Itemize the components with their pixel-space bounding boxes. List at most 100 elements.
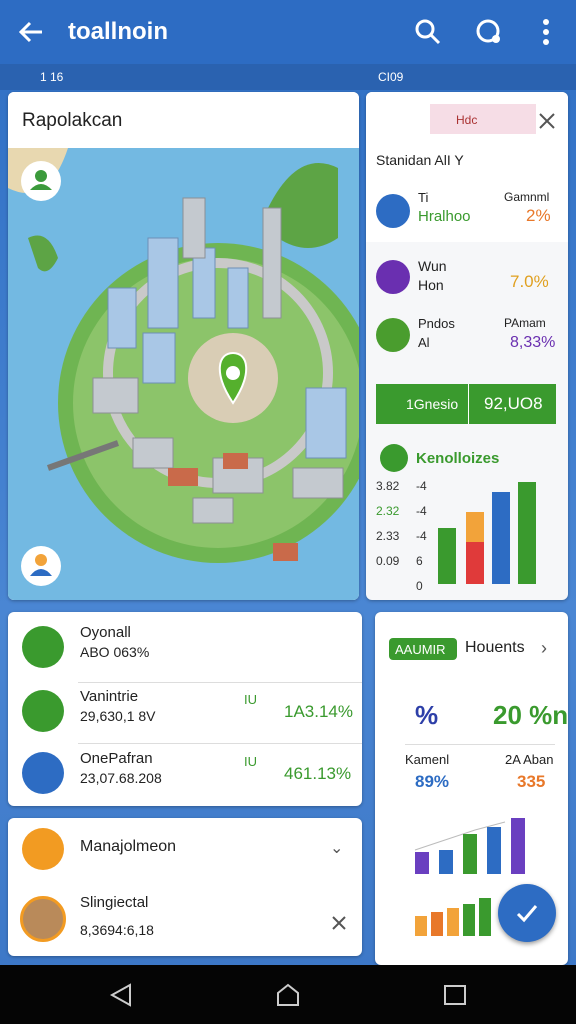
shape bbox=[543, 29, 549, 35]
shape bbox=[466, 512, 484, 542]
shape bbox=[466, 542, 484, 584]
chart-right-label: -4 bbox=[416, 529, 427, 543]
back-button[interactable] bbox=[18, 20, 44, 44]
shape bbox=[147, 237, 179, 329]
dismiss-button[interactable] bbox=[332, 916, 346, 930]
chart-right-label: -4 bbox=[416, 479, 427, 493]
shape bbox=[431, 912, 443, 936]
stat-value: ABO 063% bbox=[80, 644, 150, 660]
row-icon bbox=[376, 260, 410, 294]
fab[interactable] bbox=[498, 884, 556, 942]
summary-value: 20 %n bbox=[493, 700, 568, 730]
summary-chart bbox=[414, 818, 525, 936]
shape bbox=[35, 170, 47, 182]
list-value: 8,3694:6,18 bbox=[80, 922, 154, 938]
shape bbox=[277, 983, 299, 1006]
shape bbox=[273, 543, 298, 561]
shape bbox=[415, 916, 427, 936]
row-caption: PAmam bbox=[504, 316, 546, 330]
map-title: Rapolakcan bbox=[22, 110, 123, 131]
shape bbox=[182, 197, 206, 259]
shape bbox=[109, 983, 131, 1007]
tag: Hdc bbox=[430, 104, 536, 134]
chart-icon bbox=[380, 444, 408, 472]
row-icon bbox=[376, 194, 410, 228]
map[interactable] bbox=[8, 148, 359, 600]
summary-caption: 2A Aban bbox=[505, 752, 554, 767]
status-time: 1 16 bbox=[40, 70, 64, 84]
close-button[interactable] bbox=[538, 112, 556, 130]
list-title: Manajolmeon bbox=[80, 838, 177, 855]
nav-home[interactable] bbox=[276, 983, 300, 1007]
mini-chart bbox=[438, 482, 536, 584]
shape bbox=[227, 267, 249, 329]
summary-stat: 89% bbox=[415, 772, 450, 791]
stat-badge: IU bbox=[244, 692, 257, 707]
shape bbox=[479, 898, 491, 936]
map-header: Rapolakcan bbox=[8, 92, 359, 148]
summary-value: % bbox=[415, 700, 439, 730]
nav-bar bbox=[0, 965, 576, 1024]
summary-panel: Hdc Stanidan AlI Y Ti Hralhoo Gamnml 2% bbox=[366, 92, 568, 242]
stat-value: 23,07.68.208 bbox=[80, 770, 162, 786]
status-info: CI09 bbox=[378, 70, 404, 84]
list-card: Manajolmeon ⌄ Slingiectal 8,3694:6,18 bbox=[8, 818, 362, 956]
stat-title: Vanintrie bbox=[80, 688, 139, 705]
divider bbox=[78, 743, 362, 744]
shape bbox=[262, 207, 282, 319]
shape bbox=[543, 39, 549, 45]
row-sublabel: Hon bbox=[418, 277, 444, 293]
shape bbox=[18, 21, 42, 43]
shape bbox=[516, 905, 538, 923]
row-label: Wun bbox=[418, 258, 447, 274]
banner[interactable]: 1Gnesio 92,UO8 bbox=[376, 384, 556, 424]
stat-badge: IU bbox=[244, 754, 257, 769]
search-button[interactable] bbox=[414, 18, 442, 46]
chart-right-label: 6 bbox=[416, 554, 423, 568]
expand-icon[interactable]: ⌄ bbox=[330, 840, 344, 857]
shape bbox=[268, 163, 338, 248]
shape bbox=[518, 482, 536, 512]
stat-value: 29,630,1 8V bbox=[80, 708, 156, 724]
row-sublabel: Al bbox=[418, 335, 430, 350]
nav-recent[interactable] bbox=[442, 983, 468, 1007]
stat-change: 461.13% bbox=[284, 764, 352, 783]
row-value: 7.0% bbox=[510, 272, 549, 291]
shape bbox=[463, 834, 477, 874]
shape bbox=[292, 467, 344, 499]
shape bbox=[487, 827, 501, 874]
shape bbox=[30, 569, 52, 576]
app-bar: toallnoin bbox=[0, 0, 576, 64]
badge: AAUMIR bbox=[389, 638, 457, 660]
row-label: Pndos bbox=[418, 316, 455, 331]
shape bbox=[539, 113, 555, 129]
chart-left-label: 0.09 bbox=[376, 554, 400, 568]
summary-caption: Kamenl bbox=[405, 752, 450, 767]
chevron[interactable]: › bbox=[541, 638, 547, 658]
summary-card: AAUMIR Houents › % 20 %n Kamenl 2A Aban … bbox=[375, 612, 568, 965]
shape bbox=[305, 387, 347, 459]
status-bar: 1 16 CI09 bbox=[0, 64, 576, 90]
chart-right-label: -4 bbox=[416, 504, 427, 518]
shape bbox=[168, 468, 198, 486]
shape bbox=[511, 818, 525, 874]
side-panel: Hdc Stanidan AlI Y Ti Hralhoo Gamnml 2% … bbox=[366, 92, 568, 600]
stat-icon bbox=[22, 626, 64, 668]
nav-back[interactable] bbox=[108, 983, 136, 1007]
stat-change: 1A3.14% bbox=[284, 702, 353, 721]
shape bbox=[415, 19, 435, 39]
list-title: Slingiectal bbox=[80, 894, 149, 911]
shape bbox=[107, 237, 347, 459]
shape bbox=[168, 453, 298, 561]
timer-button[interactable] bbox=[474, 16, 504, 46]
shape bbox=[132, 437, 174, 469]
list-icon bbox=[22, 828, 64, 870]
stat-title: Oyonall bbox=[80, 624, 131, 641]
shape bbox=[476, 19, 500, 43]
shape bbox=[92, 377, 139, 414]
shape bbox=[518, 512, 536, 584]
shape bbox=[492, 492, 510, 584]
menu-button[interactable] bbox=[540, 18, 552, 46]
shape bbox=[415, 852, 429, 874]
stat-icon bbox=[22, 752, 64, 794]
